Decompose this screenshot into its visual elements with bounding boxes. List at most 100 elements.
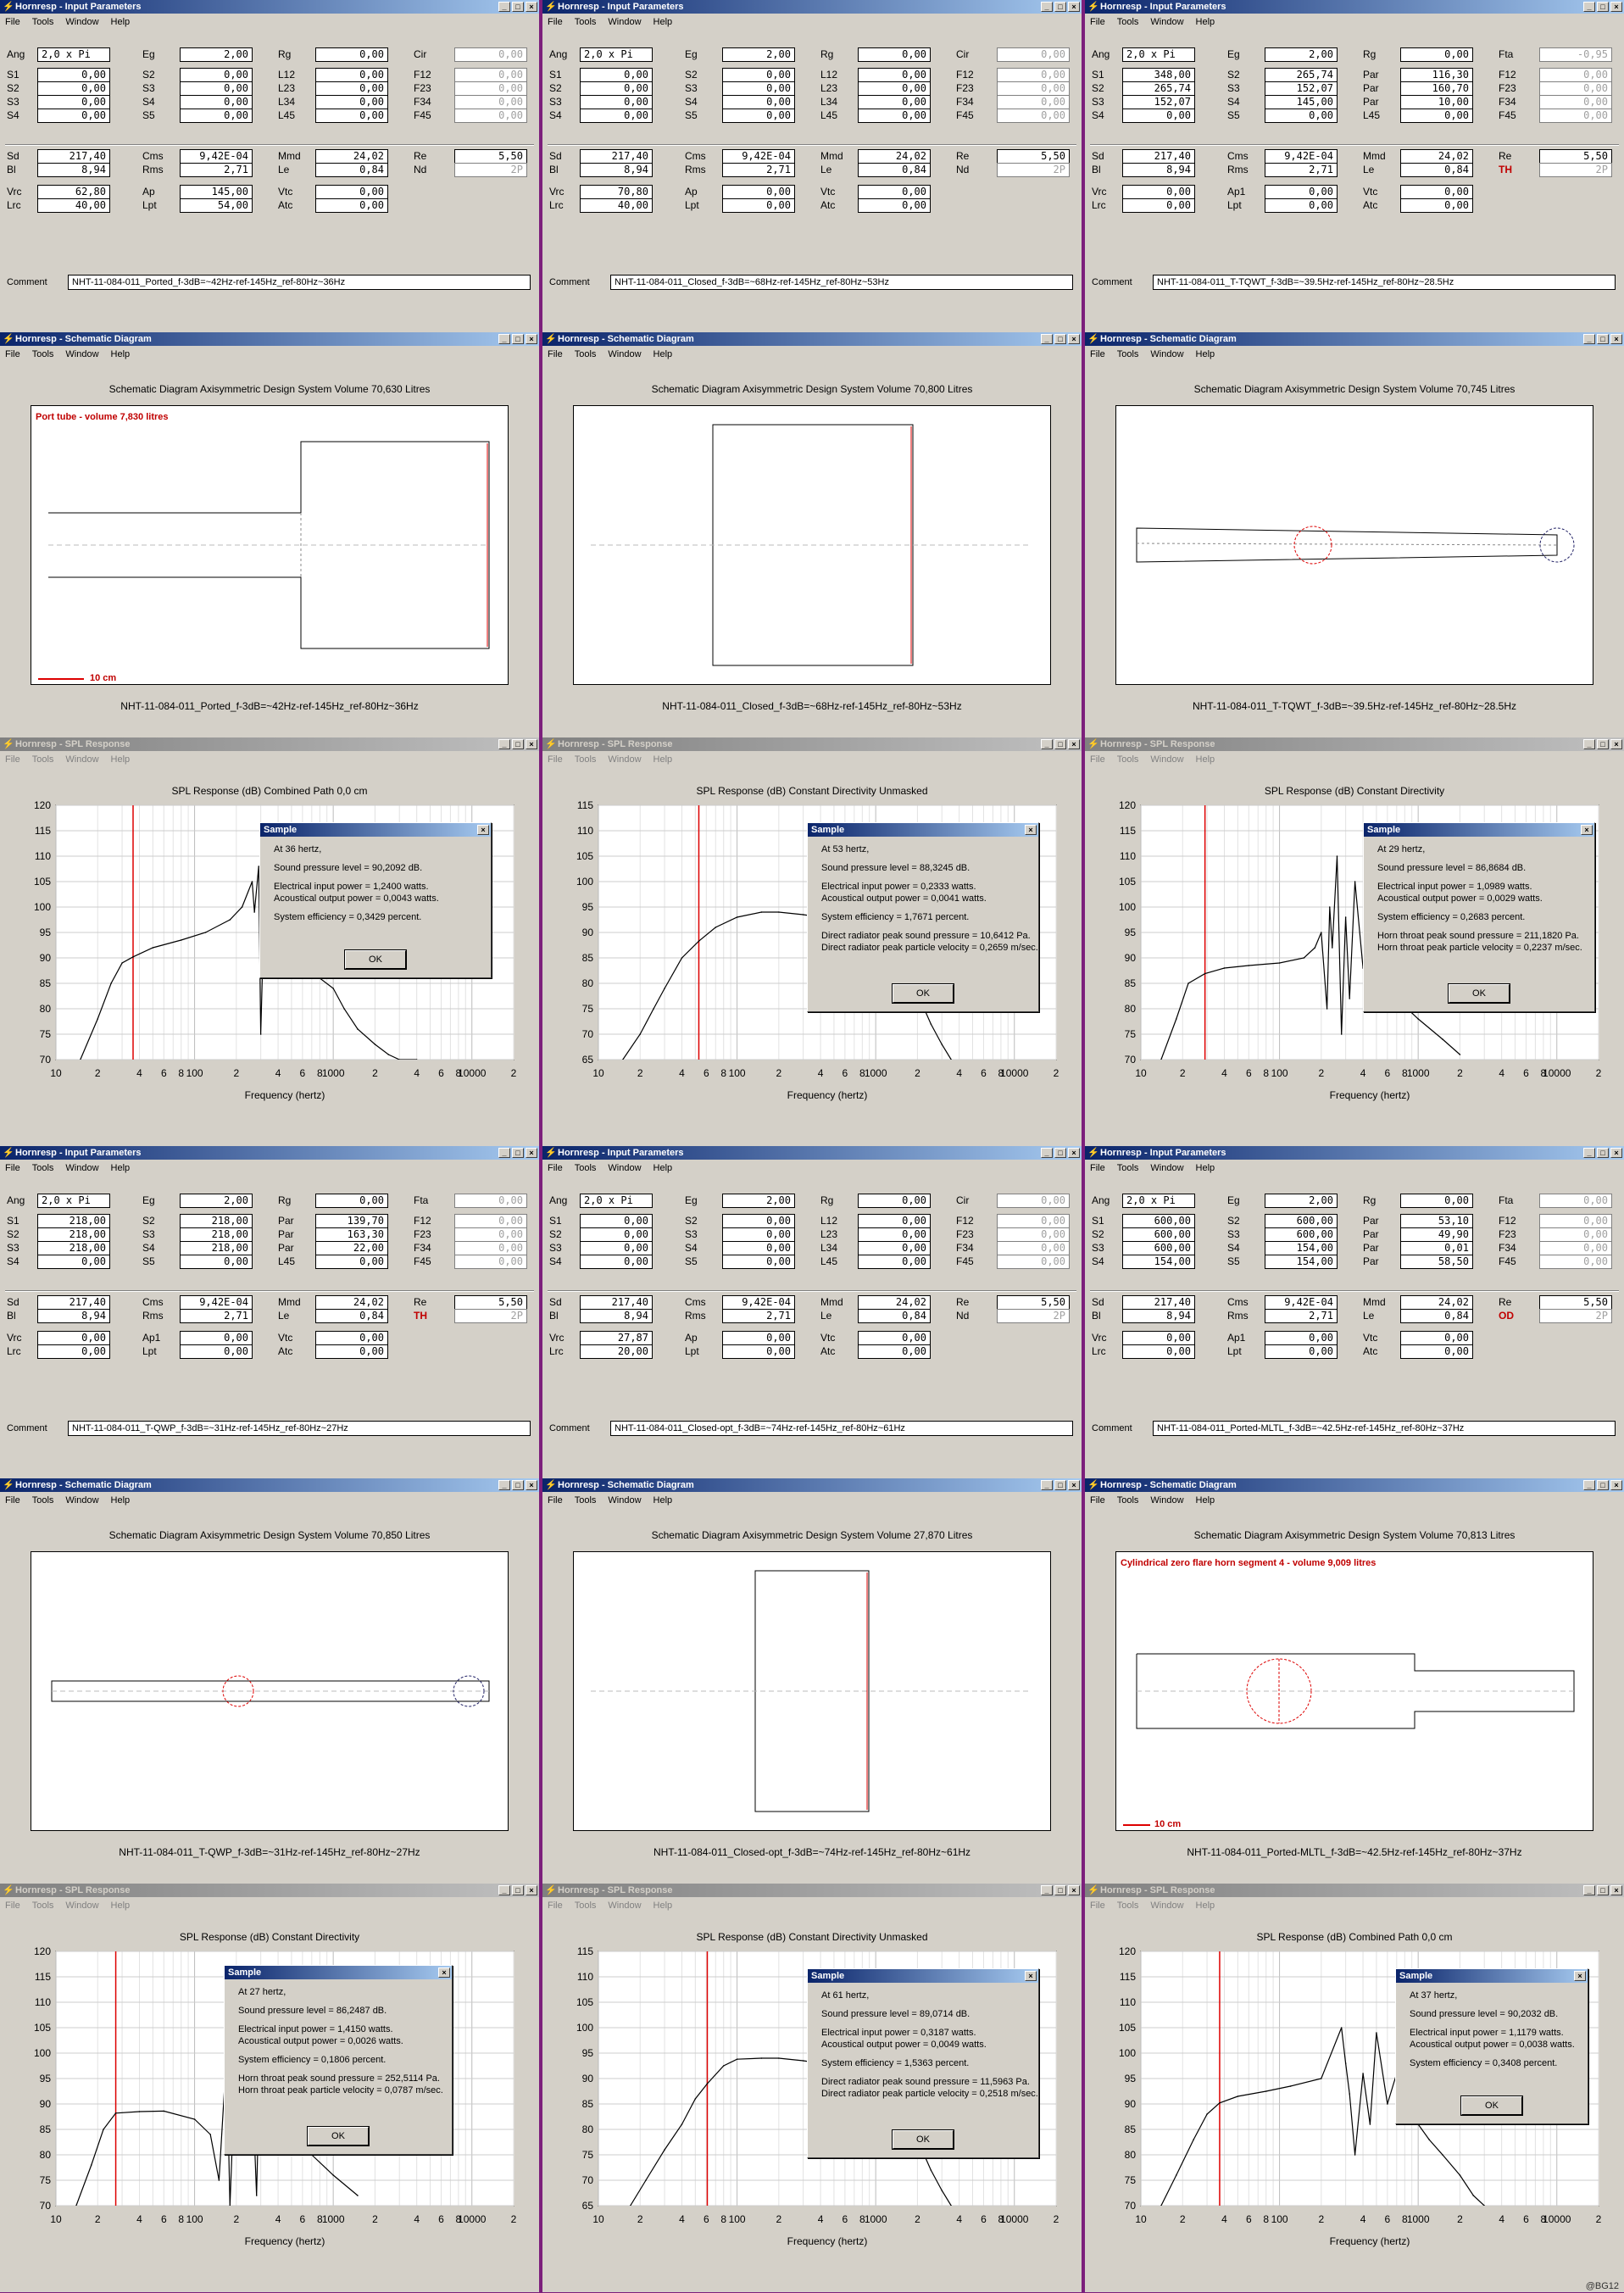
param-field-vtc[interactable]: 0,00 [315, 185, 388, 199]
ok-button[interactable]: OK [344, 949, 407, 970]
menu-window[interactable]: Window [1150, 349, 1184, 359]
param-field-par[interactable]: 139,70 [315, 1214, 388, 1228]
close-icon[interactable]: × [1068, 334, 1080, 344]
minimize-icon[interactable]: _ [1041, 1148, 1053, 1158]
param-field-mmd[interactable]: 24,02 [315, 149, 388, 164]
menu-window[interactable]: Window [65, 1163, 99, 1173]
maximize-icon[interactable]: □ [1597, 1148, 1609, 1158]
menu-tools[interactable]: Tools [1116, 1495, 1139, 1505]
param-field-l34[interactable]: 0,00 [315, 95, 388, 109]
dialog-title-bar[interactable]: Sample × [225, 1966, 452, 1979]
param-field-mmd[interactable]: 24,02 [1400, 1295, 1473, 1310]
param-field-par[interactable]: 160,70 [1400, 81, 1473, 96]
param-field-ap[interactable]: 0,00 [722, 185, 795, 199]
menu-window[interactable]: Window [65, 349, 99, 359]
param-field-l34[interactable]: 0,00 [858, 95, 931, 109]
param-field-re[interactable]: 5,50 [1539, 149, 1612, 164]
maximize-icon[interactable]: □ [1597, 334, 1609, 344]
minimize-icon[interactable]: _ [1583, 1480, 1595, 1490]
param-field-s4[interactable]: 0,00 [1122, 109, 1195, 123]
param-field-vrc[interactable]: 27,87 [580, 1331, 653, 1345]
minimize-icon[interactable]: _ [498, 1148, 510, 1158]
param-field-f23[interactable]: 0,00 [1539, 81, 1612, 96]
maximize-icon[interactable]: □ [1597, 1480, 1609, 1490]
param-field-bl[interactable]: 8,94 [580, 163, 653, 177]
param-field-mmd[interactable]: 24,02 [315, 1295, 388, 1310]
menu-window[interactable]: Window [608, 1163, 642, 1173]
param-field-f23[interactable]: 0,00 [454, 81, 527, 96]
comment-field[interactable]: NHT-11-084-011_Ported_f-3dB=~42Hz-ref-14… [68, 275, 531, 290]
param-field-s2[interactable]: 265,74 [1122, 81, 1195, 96]
param-field-fta[interactable]: 0,00 [454, 1194, 527, 1208]
minimize-icon[interactable]: _ [498, 1885, 510, 1895]
param-field-s4[interactable]: 145,00 [1265, 95, 1338, 109]
param-field-ang[interactable]: 2,0 x Pi [1122, 47, 1195, 62]
param-field-s3[interactable]: 0,00 [580, 95, 653, 109]
menu-file[interactable]: File [5, 349, 20, 359]
param-field-sd[interactable]: 217,40 [37, 1295, 110, 1310]
param-field-ap[interactable]: 145,00 [180, 185, 253, 199]
param-field-lpt[interactable]: 0,00 [180, 1344, 253, 1359]
param-field-eg[interactable]: 2,00 [722, 1194, 795, 1208]
param-field-s3[interactable]: 600,00 [1122, 1241, 1195, 1255]
param-field-ap1[interactable]: 0,00 [180, 1331, 253, 1345]
menu-file[interactable]: File [1090, 349, 1105, 359]
menu-file[interactable]: File [1090, 1901, 1105, 1911]
param-field-od[interactable]: 2P [1539, 1309, 1612, 1323]
param-field-rms[interactable]: 2,71 [1265, 1309, 1338, 1323]
menu-file[interactable]: File [1090, 1163, 1105, 1173]
title-bar[interactable]: ⚡ Hornresp - SPL Response _ □ × [1085, 1884, 1624, 1897]
close-icon[interactable]: × [1025, 825, 1037, 835]
title-bar[interactable]: ⚡ Hornresp - SPL Response _ □ × [1085, 737, 1624, 751]
comment-field[interactable]: NHT-11-084-011_Closed_f-3dB=~68Hz-ref-14… [610, 275, 1073, 290]
title-bar[interactable]: ⚡ Hornresp - Input Parameters _ □ × [1085, 0, 1624, 14]
param-field-ang[interactable]: 2,0 x Pi [1122, 1194, 1195, 1208]
close-icon[interactable]: × [1610, 1885, 1622, 1895]
param-field-f12[interactable]: 0,00 [997, 68, 1070, 82]
close-icon[interactable]: × [1610, 334, 1622, 344]
param-field-sd[interactable]: 217,40 [1122, 1295, 1195, 1310]
maximize-icon[interactable]: □ [1597, 2, 1609, 12]
title-bar[interactable]: ⚡ Hornresp - Schematic Diagram _ □ × [1085, 332, 1624, 346]
param-field-cms[interactable]: 9,42E-04 [180, 149, 253, 164]
param-field-mmd[interactable]: 24,02 [1400, 149, 1473, 164]
menu-file[interactable]: File [548, 1495, 563, 1505]
param-field-s5[interactable]: 0,00 [722, 1255, 795, 1269]
maximize-icon[interactable]: □ [1054, 2, 1066, 12]
param-field-sd[interactable]: 217,40 [580, 149, 653, 164]
param-field-th[interactable]: 2P [454, 1309, 527, 1323]
menu-file[interactable]: File [5, 1901, 20, 1911]
param-field-l45[interactable]: 0,00 [315, 1255, 388, 1269]
param-field-s2[interactable]: 218,00 [37, 1227, 110, 1242]
param-field-le[interactable]: 0,84 [1400, 1309, 1473, 1323]
param-field-s3[interactable]: 218,00 [180, 1227, 253, 1242]
param-field-s2[interactable]: 0,00 [580, 1227, 653, 1242]
maximize-icon[interactable]: □ [1054, 334, 1066, 344]
param-field-s3[interactable]: 0,00 [722, 81, 795, 96]
menu-help[interactable]: Help [1195, 1495, 1215, 1505]
menu-help[interactable]: Help [1195, 1163, 1215, 1173]
param-field-s3[interactable]: 152,07 [1122, 95, 1195, 109]
param-field-atc[interactable]: 0,00 [1400, 1344, 1473, 1359]
param-field-cms[interactable]: 9,42E-04 [1265, 1295, 1338, 1310]
param-field-ap[interactable]: 0,00 [722, 1331, 795, 1345]
param-field-cir[interactable]: 0,00 [997, 1194, 1070, 1208]
menu-file[interactable]: File [1090, 1495, 1105, 1505]
menu-tools[interactable]: Tools [574, 17, 597, 27]
menu-file[interactable]: File [5, 17, 20, 27]
title-bar[interactable]: ⚡ Hornresp - Schematic Diagram _ □ × [1085, 1478, 1624, 1492]
param-field-f23[interactable]: 0,00 [1539, 1227, 1612, 1242]
param-field-l12[interactable]: 0,00 [858, 68, 931, 82]
title-bar[interactable]: ⚡ Hornresp - Input Parameters _ □ × [0, 1146, 539, 1160]
menu-tools[interactable]: Tools [1116, 1901, 1139, 1911]
param-field-f34[interactable]: 0,00 [1539, 1241, 1612, 1255]
param-field-f45[interactable]: 0,00 [454, 1255, 527, 1269]
param-field-s5[interactable]: 0,00 [1265, 109, 1338, 123]
ok-button[interactable]: OK [1460, 2095, 1523, 2116]
param-field-nd[interactable]: 2P [997, 163, 1070, 177]
param-field-rg[interactable]: 0,00 [858, 1194, 931, 1208]
param-field-par[interactable]: 49,90 [1400, 1227, 1473, 1242]
param-field-s2[interactable]: 0,00 [722, 1214, 795, 1228]
menu-help[interactable]: Help [653, 349, 673, 359]
param-field-rms[interactable]: 2,71 [722, 163, 795, 177]
